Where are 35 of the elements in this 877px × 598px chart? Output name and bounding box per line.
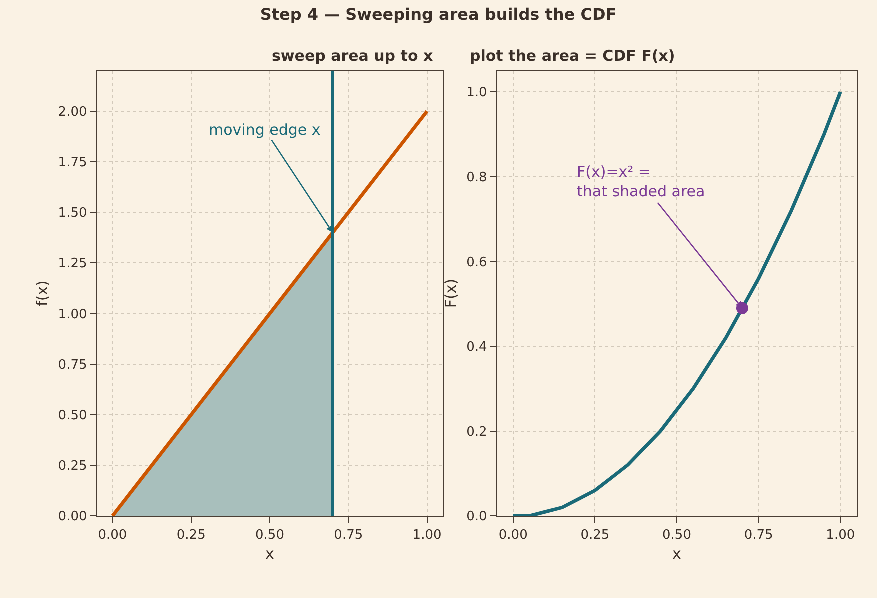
- annotation: moving edge x: [209, 121, 321, 139]
- y-tick-label: 0.0: [466, 510, 488, 525]
- x-tick-label: 0.75: [744, 528, 774, 543]
- y-tick-label: 1.50: [58, 206, 88, 222]
- y-axis-title: f(x): [34, 280, 52, 306]
- x-axis-title: x: [672, 544, 682, 563]
- y-tick-label: 1.00: [58, 307, 88, 322]
- y-tick-label: 0.6: [466, 255, 488, 270]
- y-tick-label: 0.4: [466, 340, 488, 356]
- y-tick-label: 1.25: [58, 256, 88, 272]
- y-tick-label: 1.0: [466, 86, 488, 101]
- y-tick-label: 0.8: [466, 170, 488, 186]
- y-tick-label: 0.75: [58, 358, 88, 373]
- y-axis-title: F(x): [442, 278, 460, 308]
- y-tick-label: 0.25: [58, 459, 88, 474]
- x-tick-label: 0.25: [580, 528, 610, 543]
- chart-title: Step 4 — Sweeping area builds the CDF: [260, 5, 617, 24]
- annotation: F(x)=x² = that shaded area: [577, 163, 706, 200]
- x-tick-label: 0.00: [498, 528, 528, 543]
- x-tick-label: 1.00: [826, 528, 856, 543]
- x-tick-label: 0.75: [334, 528, 364, 543]
- chart-subtitle: sweep area up to x: [272, 47, 434, 65]
- line-series: [512, 90, 842, 516]
- y-tick-label: 1.75: [58, 156, 88, 171]
- x-tick-label: 0.00: [98, 528, 128, 543]
- y-tick-label: 0.50: [58, 408, 88, 424]
- chart-subtitle: plot the area = CDF F(x): [470, 47, 676, 65]
- y-tick-label: 0.2: [466, 424, 488, 440]
- y-tick-label: 2.00: [58, 104, 88, 120]
- x-tick-label: 0.25: [176, 528, 206, 543]
- x-tick-label: 0.50: [256, 528, 284, 543]
- x-tick-label: 0.50: [662, 528, 692, 543]
- x-tick-label: 1.00: [412, 528, 442, 543]
- y-tick-label: 0.00: [58, 510, 88, 525]
- x-axis-title: x: [266, 544, 275, 563]
